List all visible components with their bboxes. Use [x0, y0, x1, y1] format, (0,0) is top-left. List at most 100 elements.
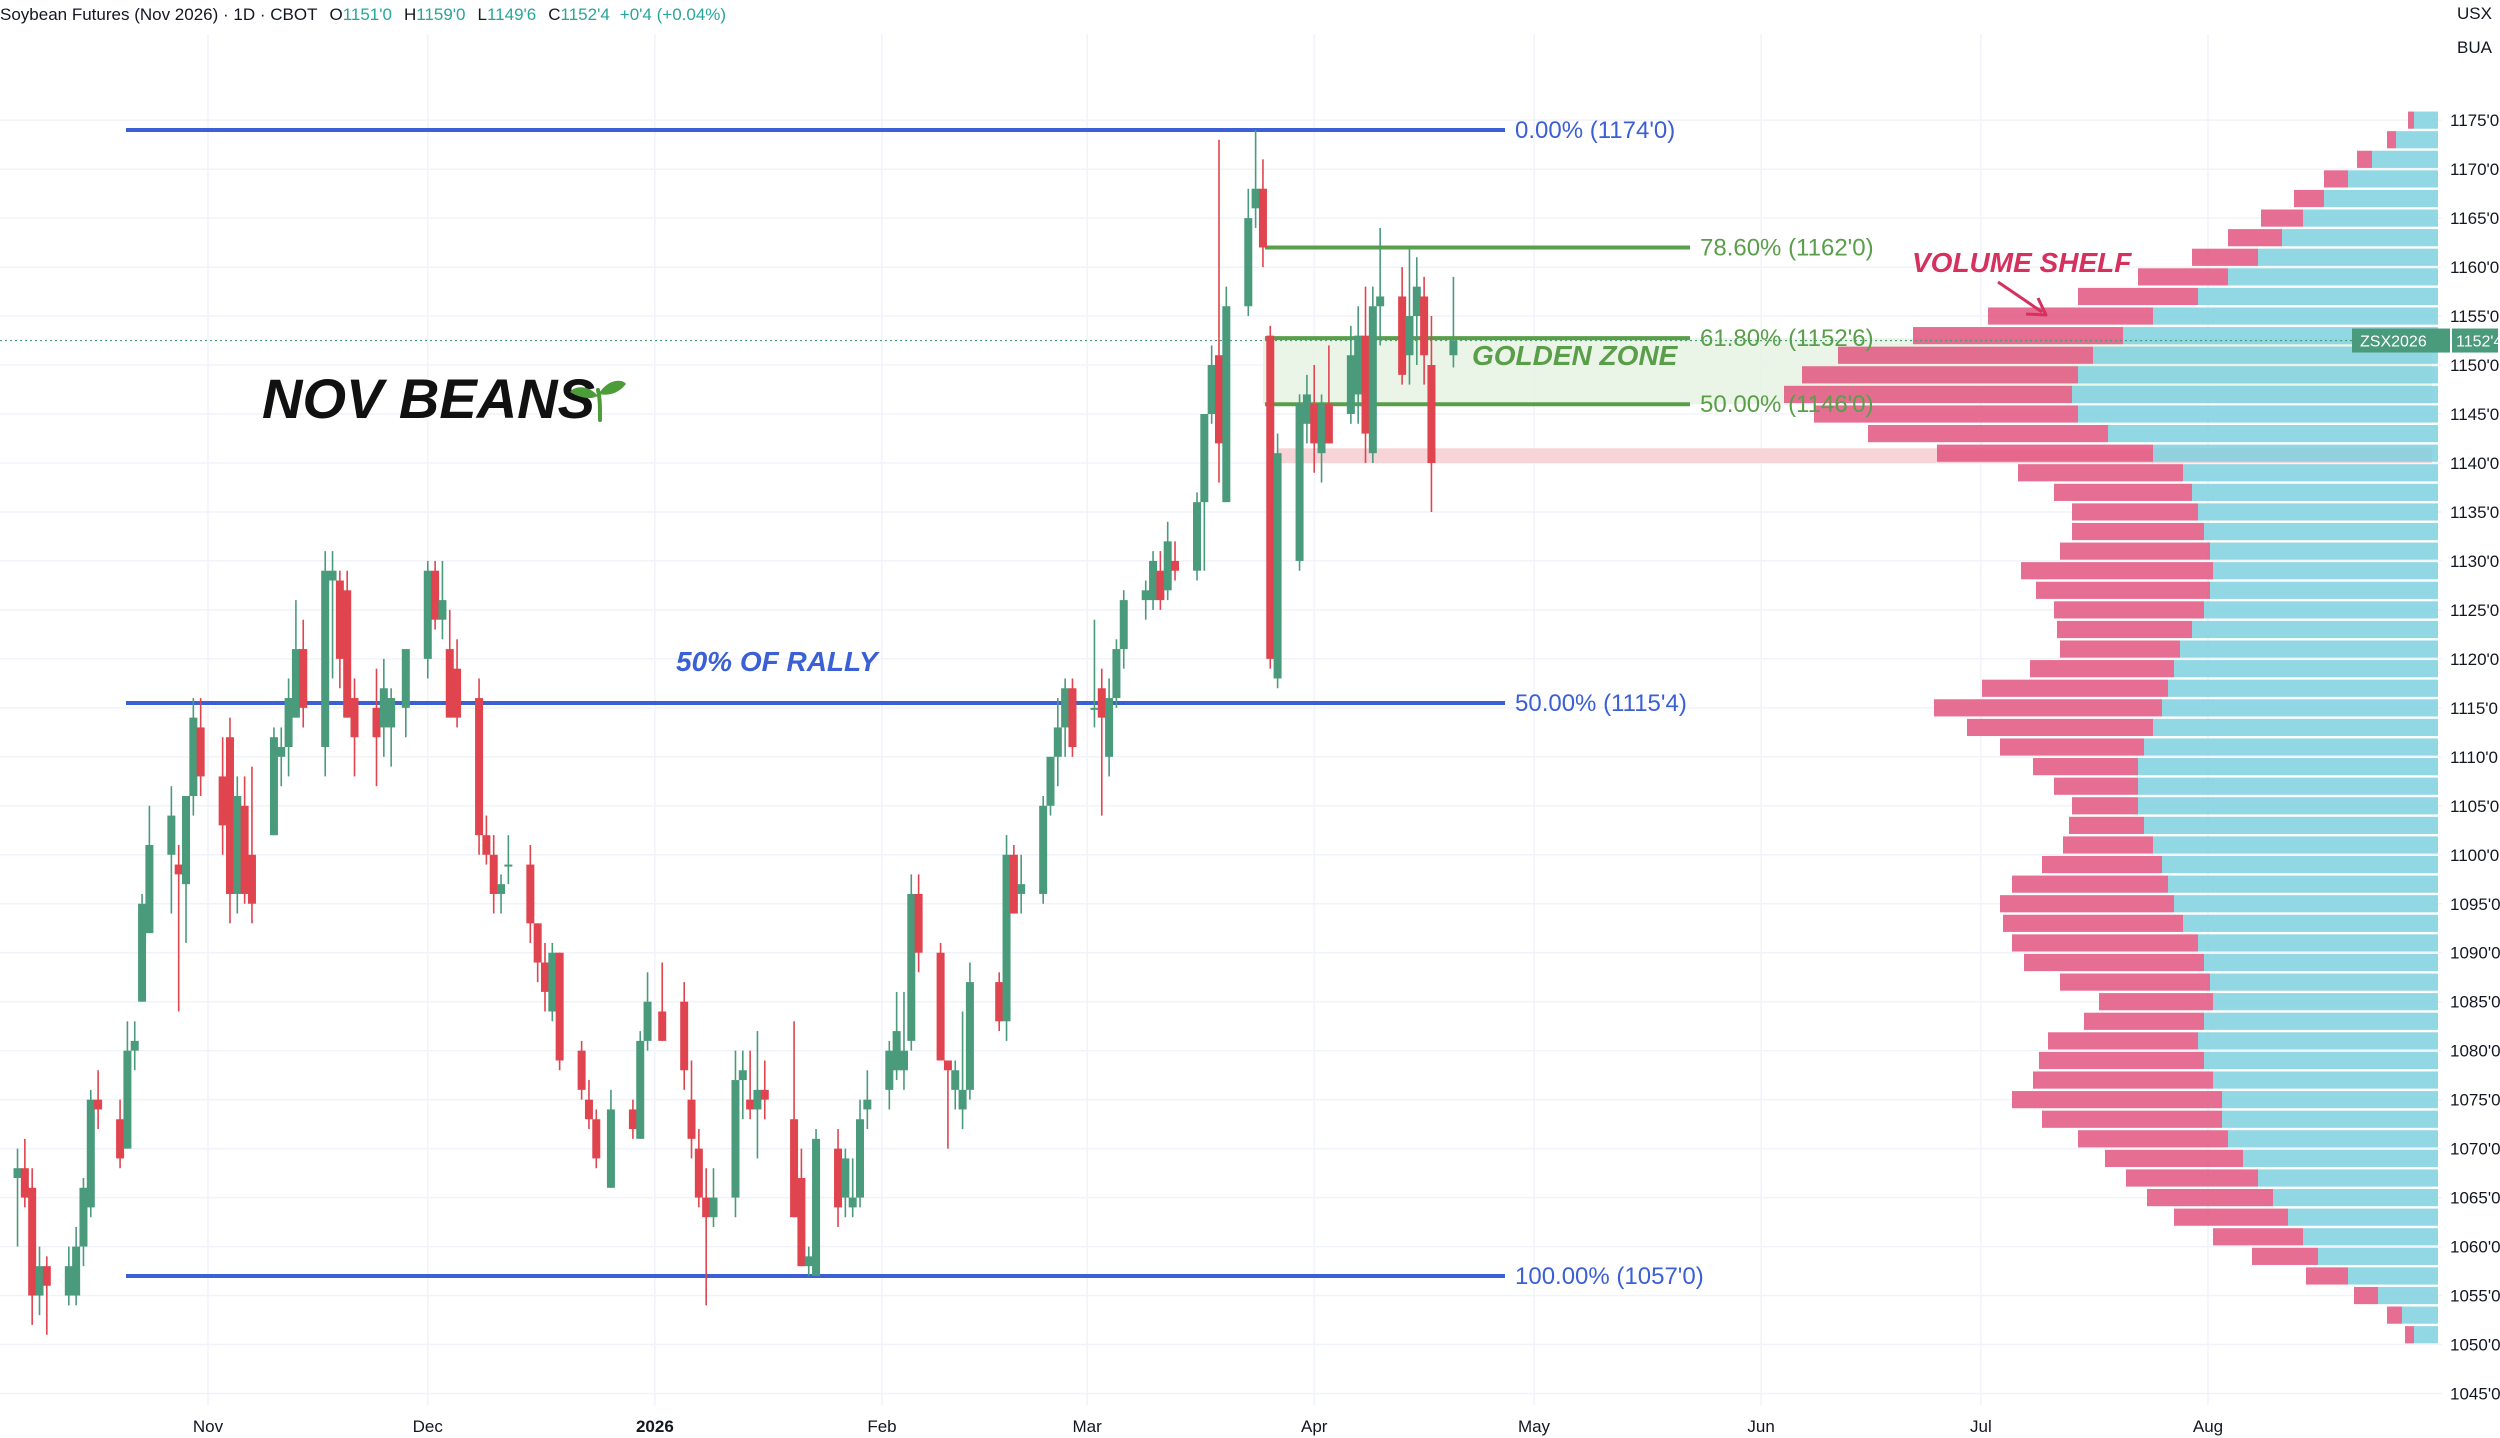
candle-body [1141, 590, 1150, 601]
currency-label[interactable]: USX [2457, 4, 2492, 23]
sprout-leaf-right [599, 380, 626, 395]
price-tick-label: 1135'0 [2450, 503, 2499, 522]
candle-body [423, 570, 432, 659]
candle-body [387, 698, 396, 728]
candle-body [885, 1050, 894, 1090]
vp-bar-up [2180, 640, 2438, 658]
candle-body [475, 698, 484, 836]
vp-bar-up [2258, 1169, 2438, 1187]
symbol-tag-text: ZSX2026 [2360, 334, 2427, 351]
candle-body [116, 1119, 125, 1159]
price-tick-label: 1095'0 [2450, 895, 2500, 914]
candle-body [1258, 188, 1267, 248]
vp-bar-up [2378, 1286, 2438, 1305]
vp-bar-up [2174, 895, 2438, 913]
vp-bar-up [2348, 170, 2438, 188]
vp-bar-up [2213, 1071, 2438, 1089]
close-value: 1152'4 [560, 5, 610, 24]
candle-body [738, 1070, 747, 1081]
vp-bar-up [2414, 111, 2438, 129]
candle-body [189, 717, 198, 797]
candle-body [907, 893, 916, 1041]
candle-body [1295, 404, 1304, 561]
vp-bar-down [2069, 816, 2144, 834]
vp-bar-down [2294, 189, 2324, 208]
vp-bar-down [2228, 229, 2282, 247]
candle-body [592, 1119, 601, 1159]
vp-bar-up [2183, 914, 2438, 932]
open-label: O [329, 5, 343, 24]
candle-body [42, 1266, 51, 1286]
vp-bar-up [2162, 699, 2438, 717]
candle-body [174, 864, 183, 875]
vp-bar-down [2033, 758, 2138, 776]
vp-bar-up [2204, 953, 2438, 972]
price-tick-label: 1080'0 [2450, 1042, 2500, 1061]
candle-body [1398, 296, 1407, 375]
candle-body [680, 1001, 689, 1071]
candle-body [1324, 404, 1333, 444]
candle-body [240, 805, 249, 894]
high-value: 1159'0 [416, 5, 466, 24]
unit-label[interactable]: BUA [2457, 38, 2492, 57]
candle-body [1310, 404, 1319, 444]
candle-body [350, 698, 359, 738]
vp-bar-up [2228, 268, 2438, 286]
vp-bar-up [2153, 836, 2438, 854]
price-tick-label: 1055'0 [2450, 1287, 2500, 1306]
price-tick-label: 1045'0 [2450, 1385, 2500, 1404]
price-tick-label: 1085'0 [2450, 993, 2500, 1012]
vp-bar-up [2348, 1267, 2438, 1285]
fib-label-618: 61.80% (1152'6) [1700, 325, 1874, 352]
candle-body [13, 1168, 22, 1179]
candle-body [606, 1109, 615, 1188]
symbol-info: Soybean Futures (Nov 2026) · 1D · CBOT [0, 5, 318, 24]
candle-body [1222, 306, 1231, 503]
candle-body [247, 854, 256, 904]
price-tick-label: 1100'0 [2450, 846, 2499, 865]
price-tick-label: 1050'0 [2450, 1336, 2500, 1355]
chart-header: Soybean Futures (Nov 2026) · 1D · CBOT O… [0, 4, 726, 26]
vp-bar-up [2402, 1306, 2438, 1324]
vp-bar-up [2144, 738, 2438, 756]
candle-body [526, 864, 535, 924]
candle-body [20, 1168, 29, 1198]
vp-bar-down [2060, 973, 2210, 991]
candle-body [497, 884, 506, 894]
price-tick-label: 1060'0 [2450, 1238, 2500, 1257]
last-price-tag: ZSX2026 1152'4 [2352, 328, 2500, 353]
candle-body [277, 747, 286, 757]
vp-bar-up [2198, 503, 2438, 521]
vp-bar-up [2078, 366, 2438, 384]
candle-body [636, 1040, 645, 1139]
candle-body [218, 776, 227, 826]
vp-bar-up [2153, 307, 2438, 325]
candle-body [1376, 296, 1385, 307]
candle-body [834, 1148, 843, 1208]
candle-body [1053, 727, 1062, 757]
vp-bar-down [2084, 1012, 2204, 1030]
vp-bar-up [2093, 346, 2438, 364]
candle-body [1119, 600, 1128, 650]
vp-bar-up [2303, 209, 2438, 227]
vp-bar-down [2252, 1247, 2318, 1265]
candle-body [284, 698, 293, 748]
vp-bar-up [2204, 601, 2438, 619]
vp-bar-up [2288, 1208, 2438, 1226]
vp-bar-down [2012, 934, 2198, 952]
golden-zone-annotation: GOLDEN ZONE [1472, 340, 1679, 371]
candle-body [936, 952, 945, 1061]
price-tick-label: 1070'0 [2450, 1140, 2500, 1159]
candle-body [533, 923, 542, 963]
vp-bar-up [2210, 973, 2438, 991]
candle-body [643, 1001, 652, 1041]
rally-annotation: 50% OF RALLY [676, 646, 880, 677]
price-tick-label: 1140'0 [2450, 454, 2499, 473]
time-tick-label: Apr [1301, 1417, 1328, 1436]
vp-bar-up [2153, 444, 2438, 462]
vp-bar-down [2048, 1032, 2198, 1050]
low-label: L [477, 5, 487, 24]
vp-bar-down [2099, 993, 2213, 1011]
candle-body [321, 570, 330, 748]
